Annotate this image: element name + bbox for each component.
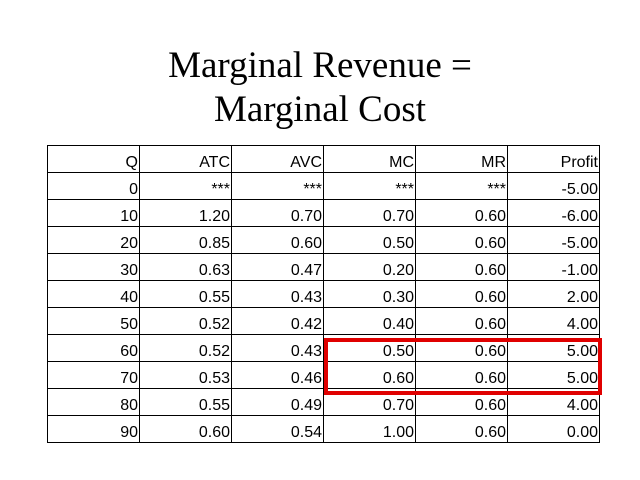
cell-atc: 0.53 <box>139 361 232 389</box>
cell-atc: 0.63 <box>139 253 232 281</box>
cell-mr: *** <box>415 172 508 200</box>
cell-mc: 1.00 <box>323 415 416 443</box>
cell-mr: 0.60 <box>415 361 508 389</box>
header-atc: ATC <box>139 145 232 173</box>
cell-atc: 0.55 <box>139 280 232 308</box>
cell-avc: 0.47 <box>231 253 324 281</box>
table-row: 80 0.55 0.49 0.70 0.60 4.00 <box>47 388 600 416</box>
cell-avc: 0.49 <box>231 388 324 416</box>
cell-profit: 4.00 <box>507 388 600 416</box>
header-q: Q <box>47 145 140 173</box>
table-row: 40 0.55 0.43 0.30 0.60 2.00 <box>47 280 600 308</box>
cell-mr: 0.60 <box>415 226 508 254</box>
cell-mr: 0.60 <box>415 253 508 281</box>
cell-q: 30 <box>47 253 140 281</box>
cell-mr: 0.60 <box>415 199 508 227</box>
cell-profit: 4.00 <box>507 307 600 335</box>
cell-mr: 0.60 <box>415 415 508 443</box>
cell-mr: 0.60 <box>415 280 508 308</box>
cell-q: 50 <box>47 307 140 335</box>
table-row: 30 0.63 0.47 0.20 0.60 -1.00 <box>47 253 600 281</box>
cell-profit: 5.00 <box>507 361 600 389</box>
title-line-1: Marginal Revenue = <box>168 45 472 86</box>
cell-avc: 0.60 <box>231 226 324 254</box>
table-row: 60 0.52 0.43 0.50 0.60 5.00 <box>47 334 600 362</box>
cell-q: 70 <box>47 361 140 389</box>
cell-mc: 0.40 <box>323 307 416 335</box>
cell-avc: 0.42 <box>231 307 324 335</box>
cell-atc: *** <box>139 172 232 200</box>
cell-q: 20 <box>47 226 140 254</box>
cell-mc: 0.20 <box>323 253 416 281</box>
table-header-row: Q ATC AVC MC MR Profit <box>47 145 600 173</box>
cell-profit: 0.00 <box>507 415 600 443</box>
cell-avc: *** <box>231 172 324 200</box>
cell-profit: -5.00 <box>507 172 600 200</box>
header-mr: MR <box>415 145 508 173</box>
cell-atc: 0.52 <box>139 307 232 335</box>
cell-q: 40 <box>47 280 140 308</box>
table-row: 0 *** *** *** *** -5.00 <box>47 172 600 200</box>
cell-atc: 0.85 <box>139 226 232 254</box>
cell-avc: 0.43 <box>231 334 324 362</box>
table-row: 70 0.53 0.46 0.60 0.60 5.00 <box>47 361 600 389</box>
cell-mc: 0.60 <box>323 361 416 389</box>
cell-avc: 0.70 <box>231 199 324 227</box>
cell-profit: -1.00 <box>507 253 600 281</box>
title-line-2: Marginal Cost <box>213 89 427 130</box>
header-profit: Profit <box>507 145 600 173</box>
cell-q: 80 <box>47 388 140 416</box>
cell-mc: 0.30 <box>323 280 416 308</box>
cell-mr: 0.60 <box>415 334 508 362</box>
table-row: 20 0.85 0.60 0.50 0.60 -5.00 <box>47 226 600 254</box>
cell-mc: *** <box>323 172 416 200</box>
cell-avc: 0.54 <box>231 415 324 443</box>
cell-mc: 0.50 <box>323 226 416 254</box>
cell-profit: -6.00 <box>507 199 600 227</box>
cell-profit: 5.00 <box>507 334 600 362</box>
cost-revenue-table: Q ATC AVC MC MR Profit 0 *** *** *** *** -5.0… <box>47 145 600 443</box>
cell-atc: 0.60 <box>139 415 232 443</box>
cell-avc: 0.46 <box>231 361 324 389</box>
cell-mc: 0.50 <box>323 334 416 362</box>
table-row: 10 1.20 0.70 0.70 0.60 -6.00 <box>47 199 600 227</box>
slide-title: Marginal Revenue = Marginal Cost <box>0 44 640 132</box>
header-mc: MC <box>323 145 416 173</box>
cell-atc: 0.52 <box>139 334 232 362</box>
cell-mc: 0.70 <box>323 199 416 227</box>
cell-atc: 1.20 <box>139 199 232 227</box>
cell-q: 90 <box>47 415 140 443</box>
cell-mc: 0.70 <box>323 388 416 416</box>
cell-q: 60 <box>47 334 140 362</box>
cell-q: 10 <box>47 199 140 227</box>
cell-q: 0 <box>47 172 140 200</box>
cell-atc: 0.55 <box>139 388 232 416</box>
table-row: 50 0.52 0.42 0.40 0.60 4.00 <box>47 307 600 335</box>
table-body: 0 *** *** *** *** -5.00 10 1.20 0.70 0.70 0.60 -6.0… <box>47 172 600 443</box>
cell-mr: 0.60 <box>415 307 508 335</box>
header-avc: AVC <box>231 145 324 173</box>
cell-mr: 0.60 <box>415 388 508 416</box>
cell-avc: 0.43 <box>231 280 324 308</box>
cell-profit: -5.00 <box>507 226 600 254</box>
table-row: 90 0.60 0.54 1.00 0.60 0.00 <box>47 415 600 443</box>
cell-profit: 2.00 <box>507 280 600 308</box>
